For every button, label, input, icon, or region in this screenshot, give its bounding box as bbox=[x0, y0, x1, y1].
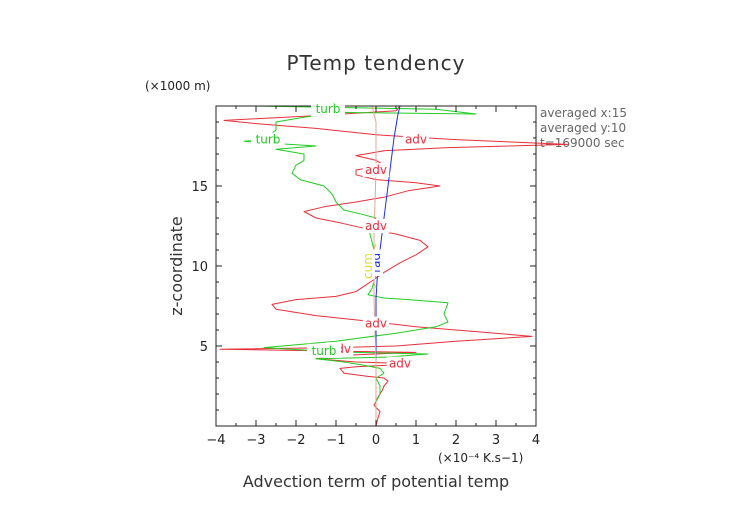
series-label-adv: adv bbox=[402, 132, 430, 147]
info-annotations: averaged x:15 averaged y:10 t=169000 sec bbox=[540, 106, 627, 150]
label-background bbox=[311, 102, 345, 117]
series-label-cum: cum bbox=[361, 252, 375, 280]
series-line-unlabeled bbox=[371, 106, 377, 426]
x-axis-label: Advection term of potential temp bbox=[243, 472, 509, 491]
y-tick-label: 15 bbox=[191, 180, 208, 195]
series-label-text: turb bbox=[316, 102, 341, 116]
y-axis-label: z-coordinate bbox=[167, 216, 186, 316]
series-label-text: adv bbox=[405, 133, 427, 147]
label-background bbox=[361, 252, 375, 280]
info-line: averaged x:15 bbox=[540, 106, 627, 120]
label-background bbox=[307, 343, 341, 358]
series-line-adv bbox=[219, 106, 569, 426]
series-label-text: cum bbox=[361, 253, 375, 279]
y-scale-label: (×1000 m) bbox=[145, 79, 210, 93]
info-line: averaged y:10 bbox=[540, 121, 626, 135]
y-axis: 5 10 15 bbox=[191, 121, 536, 411]
series-line-turb bbox=[243, 106, 477, 426]
label-background bbox=[251, 132, 285, 147]
x-axis: −4 −3 −2 −1 0 1 2 3 4 bbox=[206, 106, 540, 448]
x-tick-label: −1 bbox=[326, 433, 345, 448]
series-layer bbox=[219, 106, 569, 426]
series-label-turb: turb bbox=[307, 343, 341, 358]
label-background bbox=[362, 219, 390, 233]
series-labels: advadvadvadvadvadvturbturbturbradcum bbox=[251, 102, 430, 371]
x-tick-label: 1 bbox=[412, 433, 420, 448]
series-label-adv: adv bbox=[362, 163, 390, 177]
label-background bbox=[402, 132, 430, 147]
series-label-text: turb bbox=[312, 344, 337, 358]
x-tick-label: 3 bbox=[492, 433, 500, 448]
series-label-text: adv bbox=[365, 163, 387, 177]
y-tick-label: 10 bbox=[191, 260, 208, 275]
series-label-adv: adv bbox=[362, 316, 390, 331]
series-label-text: turb bbox=[256, 133, 281, 147]
x-tick-label: 2 bbox=[452, 433, 460, 448]
series-label-adv: adv bbox=[362, 219, 390, 233]
series-label-text: adv bbox=[365, 317, 387, 331]
label-background bbox=[362, 316, 390, 331]
x-tick-label: −3 bbox=[246, 433, 265, 448]
series-label-text: adv bbox=[365, 219, 387, 233]
y-tick-label: 5 bbox=[200, 340, 208, 355]
series-label-text: adv bbox=[389, 357, 411, 371]
label-background bbox=[362, 163, 390, 177]
x-tick-label: 4 bbox=[532, 433, 540, 448]
x-tick-label: −4 bbox=[206, 433, 225, 448]
series-label-adv: adv bbox=[386, 356, 414, 371]
x-tick-label: 0 bbox=[372, 433, 380, 448]
x-scale-label: (×10⁻⁴ K.s−1) bbox=[438, 451, 523, 465]
series-label-turb: turb bbox=[251, 132, 285, 147]
x-tick-label: −2 bbox=[286, 433, 305, 448]
info-line: t=169000 sec bbox=[540, 136, 625, 150]
chart-title: PTemp tendency bbox=[286, 51, 465, 75]
series-label-turb: turb bbox=[311, 102, 345, 117]
label-background bbox=[386, 356, 414, 371]
